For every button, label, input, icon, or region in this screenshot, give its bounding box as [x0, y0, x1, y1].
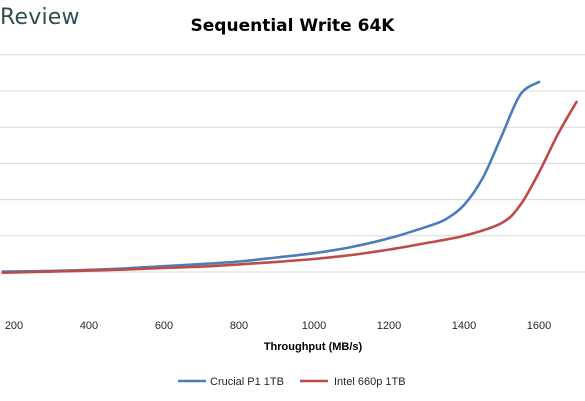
x-tick-label: 1400: [452, 320, 476, 332]
x-tick-labels: 200 400 600 800 1000 1200 1400 1600: [5, 320, 551, 332]
x-tick-label: 1600: [527, 320, 551, 332]
x-tick-label: 400: [80, 320, 98, 332]
x-tick-label: 1200: [377, 320, 401, 332]
x-tick-label: 1000: [302, 320, 326, 332]
x-tick-label: 600: [155, 320, 173, 332]
series-line-intel-660p-1tb: [1, 100, 578, 274]
legend-label-crucial-p1-1tb: Crucial P1 1TB: [210, 376, 284, 388]
chart-title: Sequential Write 64K: [190, 16, 395, 36]
x-tick-label: 200: [5, 320, 23, 332]
series-line-crucial-p1-1tb: [1, 80, 541, 273]
x-axis-label: Throughput (MB/s): [264, 341, 363, 353]
series-lines: [1, 80, 578, 274]
x-tick-label: 800: [230, 320, 248, 332]
gridlines: [0, 54, 585, 273]
legend-label-intel-660p-1tb: Intel 660p 1TB: [334, 376, 406, 388]
legend: Crucial P1 1TB Intel 660p 1TB: [178, 376, 406, 388]
brand-logo-text: Review: [0, 5, 80, 30]
